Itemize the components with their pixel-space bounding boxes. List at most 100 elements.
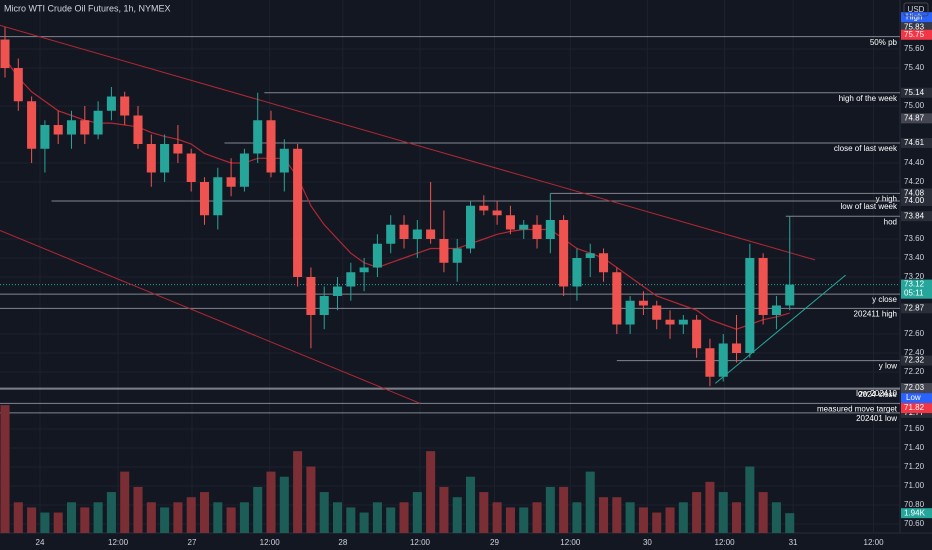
candle-body	[319, 295, 329, 315]
candle-body	[559, 220, 569, 287]
candle-body	[732, 343, 742, 353]
volume-bar	[160, 507, 170, 533]
volume-tag-label: 1.94K	[904, 508, 926, 517]
volume-bar	[186, 497, 196, 533]
candle-body	[532, 224, 542, 239]
price-tag	[901, 87, 932, 98]
volume-bar	[625, 502, 635, 533]
candle-body	[266, 120, 276, 173]
volume-bar	[718, 492, 728, 533]
volume-bar	[732, 502, 742, 533]
volume-bar	[399, 502, 409, 533]
volume-bar	[705, 481, 715, 533]
candle-body	[678, 319, 688, 325]
volume-bar	[332, 502, 343, 533]
candle-body	[146, 144, 156, 173]
y-tick-label: 75.60	[904, 44, 925, 53]
volume-bar	[106, 492, 116, 533]
candle-body	[426, 229, 436, 239]
candle-body	[785, 284, 795, 306]
candle-body	[386, 224, 396, 244]
volume-bar	[253, 486, 263, 533]
x-tick-label: 12:00	[560, 538, 581, 547]
volume-bar	[599, 497, 609, 533]
x-tick-label: 28	[338, 538, 347, 547]
volume-bar	[505, 507, 515, 533]
candle-body	[599, 253, 609, 273]
x-tick-label: 30	[643, 538, 652, 547]
volume-bar	[652, 512, 662, 533]
x-tick-label: 24	[36, 538, 45, 547]
candle-body	[53, 125, 63, 135]
volume-bar	[199, 492, 210, 533]
level-label: 202401 low	[856, 414, 897, 423]
y-tick-label: 75.40	[904, 63, 925, 72]
price-tag	[901, 138, 932, 149]
candles	[0, 27, 795, 387]
currency-box[interactable]	[903, 2, 929, 17]
currency[interactable]: USD	[908, 5, 925, 14]
y-tick-label: 71.40	[904, 443, 925, 452]
candle-body	[652, 305, 662, 320]
volume-bar	[519, 507, 529, 533]
x-tick-label: 29	[490, 538, 499, 547]
candle-body	[479, 205, 489, 211]
volume-bar	[0, 405, 10, 533]
candle-body	[106, 96, 116, 111]
level-label: y high	[876, 195, 897, 204]
extreme-tag-box	[901, 393, 932, 404]
level-label: 2024 close	[858, 390, 897, 399]
y-tick-label: 73.60	[904, 234, 925, 243]
candle-body	[186, 153, 196, 183]
volume-bar	[665, 507, 675, 533]
volume-bar	[27, 507, 37, 533]
price-tag	[901, 403, 932, 414]
y-tick-label: 70.60	[904, 519, 925, 528]
price-tag-label: 74.87	[904, 113, 925, 122]
y-tick-label: 72.20	[904, 367, 925, 376]
level-label: low 202410	[856, 389, 897, 398]
level-label: measured move target	[817, 404, 898, 413]
volume-bar	[386, 507, 396, 533]
candle-body	[173, 144, 183, 154]
volume-bar	[239, 502, 249, 533]
candle-body	[199, 182, 210, 216]
price-tag-label: 72.87	[904, 303, 925, 312]
y-tick-label: 72.40	[904, 348, 925, 357]
candle-body	[505, 215, 515, 230]
candle-body	[492, 210, 502, 216]
candle-body	[745, 257, 755, 353]
candle-body	[718, 343, 728, 377]
level-label: high of the week	[839, 94, 898, 103]
level-label: hod	[884, 217, 897, 226]
volume-bar	[13, 502, 23, 533]
candle-body	[0, 39, 10, 69]
trendline	[0, 230, 421, 404]
candle-body	[293, 148, 303, 277]
candle-body	[771, 305, 781, 315]
volume-bar	[359, 512, 369, 533]
volume-bar	[439, 486, 449, 533]
x-tick-label: 12:00	[410, 538, 431, 547]
level-label: close of last week	[834, 144, 898, 153]
x-tick-label: 12:00	[108, 538, 129, 547]
volume-bar	[745, 466, 755, 533]
y-tick-label: 72.60	[904, 329, 925, 338]
candle-body	[133, 115, 143, 145]
volume-bar	[785, 513, 795, 533]
volume-bar	[612, 497, 622, 533]
volume-bar	[213, 502, 223, 533]
candle-body	[372, 243, 382, 268]
level-label: low of last week	[841, 202, 898, 211]
price-tag-label: 75.83	[904, 22, 925, 31]
x-tick-label: 31	[789, 538, 798, 547]
volume-bar	[293, 451, 303, 533]
price-tag	[901, 188, 932, 199]
candle-body	[346, 272, 356, 287]
price-tag	[901, 113, 932, 124]
candle-body	[758, 257, 768, 315]
y-tick-label: 73.20	[904, 272, 925, 281]
axis: 75.60 75.40 75.00 74.40 74.20 73.60 73.40 73.20…	[36, 12, 932, 547]
